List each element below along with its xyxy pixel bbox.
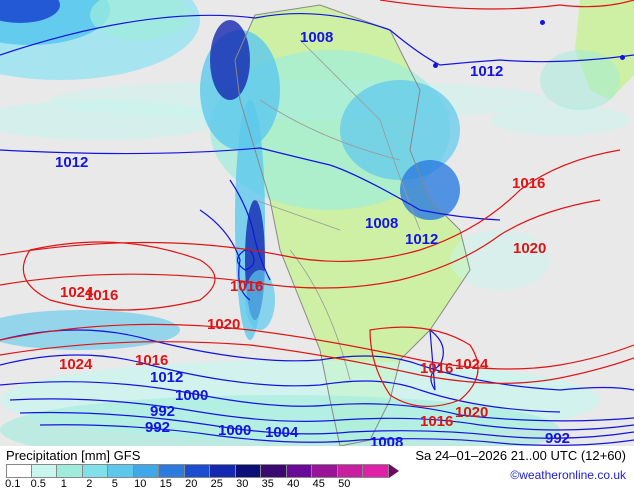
- legend-tick: 30: [230, 478, 256, 490]
- isobar-label-1016-high: 1016: [85, 287, 118, 304]
- legend-overflow-arrow: [389, 464, 399, 478]
- legend-swatch: [6, 464, 32, 478]
- isobar-label-1020-high: 1020: [455, 404, 488, 421]
- country-marker-dot-2: [620, 55, 625, 60]
- legend-swatch: [236, 464, 262, 478]
- legend-swatch: [159, 464, 185, 478]
- isobar-label-1008-low: 1008: [365, 215, 398, 232]
- legend-tick: 45: [306, 478, 332, 490]
- legend-swatch: [83, 464, 109, 478]
- legend-tick: 25: [204, 478, 230, 490]
- legend-swatch: [312, 464, 338, 478]
- isobar-label-1016-high: 1016: [135, 352, 168, 369]
- isobar-label-1016-high: 1016: [420, 360, 453, 377]
- country-borders-layer: [0, 0, 634, 446]
- isobar-label-1008-low: 1008: [300, 29, 333, 46]
- isobar-label-1004-low: 1004: [265, 424, 298, 441]
- legend-tick: 2: [77, 478, 103, 490]
- legend-tick: 0.5: [26, 478, 52, 490]
- isobar-label-1012-low: 1012: [470, 63, 503, 80]
- date-label: Sa 24–01–2026 21..00 UTC (12+60): [415, 448, 626, 463]
- country-marker-dot: [540, 20, 545, 25]
- isobar-label-1016-high: 1016: [420, 413, 453, 430]
- scale-ticks: 0.1 0.5 1 2 5 10 15 20 25 30 35 40 45 50: [6, 478, 363, 490]
- color-scale: [6, 464, 399, 478]
- legend-swatch: [185, 464, 211, 478]
- isobar-label-1016-high: 1016: [230, 278, 263, 295]
- isobar-label-992-low: 992: [545, 430, 570, 446]
- isobar-label-1012-low: 1012: [55, 154, 88, 171]
- isobar-label-992-low: 992: [150, 403, 175, 420]
- isobar-label-1024-high: 1024: [455, 356, 488, 373]
- isobar-lines-layer: [0, 0, 634, 446]
- isobar-label-1016-high: 1016: [512, 175, 545, 192]
- legend-tick: 0.1: [0, 478, 26, 490]
- isobar-label-1008-low: 1008: [370, 434, 403, 446]
- isobar-label-1000-low: 1000: [175, 387, 208, 404]
- isobar-label-1020-high: 1020: [207, 316, 240, 333]
- isobar-label-1000-low: 1000: [218, 422, 251, 439]
- isobar-label-1012-low: 1012: [405, 231, 438, 248]
- isobar-label-1020-high: 1020: [513, 240, 546, 257]
- weather-map: 1008 1012 1012 1008 1012 1016 1020 1016 1016 1024…: [0, 0, 634, 446]
- legend-tick: 5: [102, 478, 128, 490]
- isobar-label-992-low: 992: [145, 419, 170, 436]
- isobar-label-1024-high: 1024: [59, 356, 92, 373]
- legend-swatch: [287, 464, 313, 478]
- landmass-layer: [0, 0, 634, 446]
- legend-swatch: [338, 464, 364, 478]
- legend-tick: 35: [255, 478, 281, 490]
- legend-title: Precipitation [mm] GFS: [6, 448, 140, 463]
- legend-swatch: [363, 464, 389, 478]
- legend-tick: 10: [128, 478, 154, 490]
- legend-tick: 15: [153, 478, 179, 490]
- legend-tick: 20: [179, 478, 205, 490]
- legend-tick: 1: [51, 478, 77, 490]
- legend-swatch: [261, 464, 287, 478]
- precip-marker-dot: [433, 63, 438, 68]
- legend-bar: Precipitation [mm] GFS 0.1 0.5 1 2 5 10 15 20 25…: [0, 446, 634, 490]
- legend-swatch: [134, 464, 160, 478]
- legend-tick: 40: [281, 478, 307, 490]
- isobar-label-1024-high: 1024: [60, 284, 93, 301]
- credit-label: ©weatheronline.co.uk: [510, 468, 626, 482]
- precipitation-layer: [0, 0, 634, 446]
- legend-swatch: [32, 464, 58, 478]
- legend-swatch: [108, 464, 134, 478]
- legend-tick: 50: [332, 478, 358, 490]
- legend-swatch: [210, 464, 236, 478]
- isobar-label-1012-low: 1012: [150, 369, 183, 386]
- legend-swatch: [57, 464, 83, 478]
